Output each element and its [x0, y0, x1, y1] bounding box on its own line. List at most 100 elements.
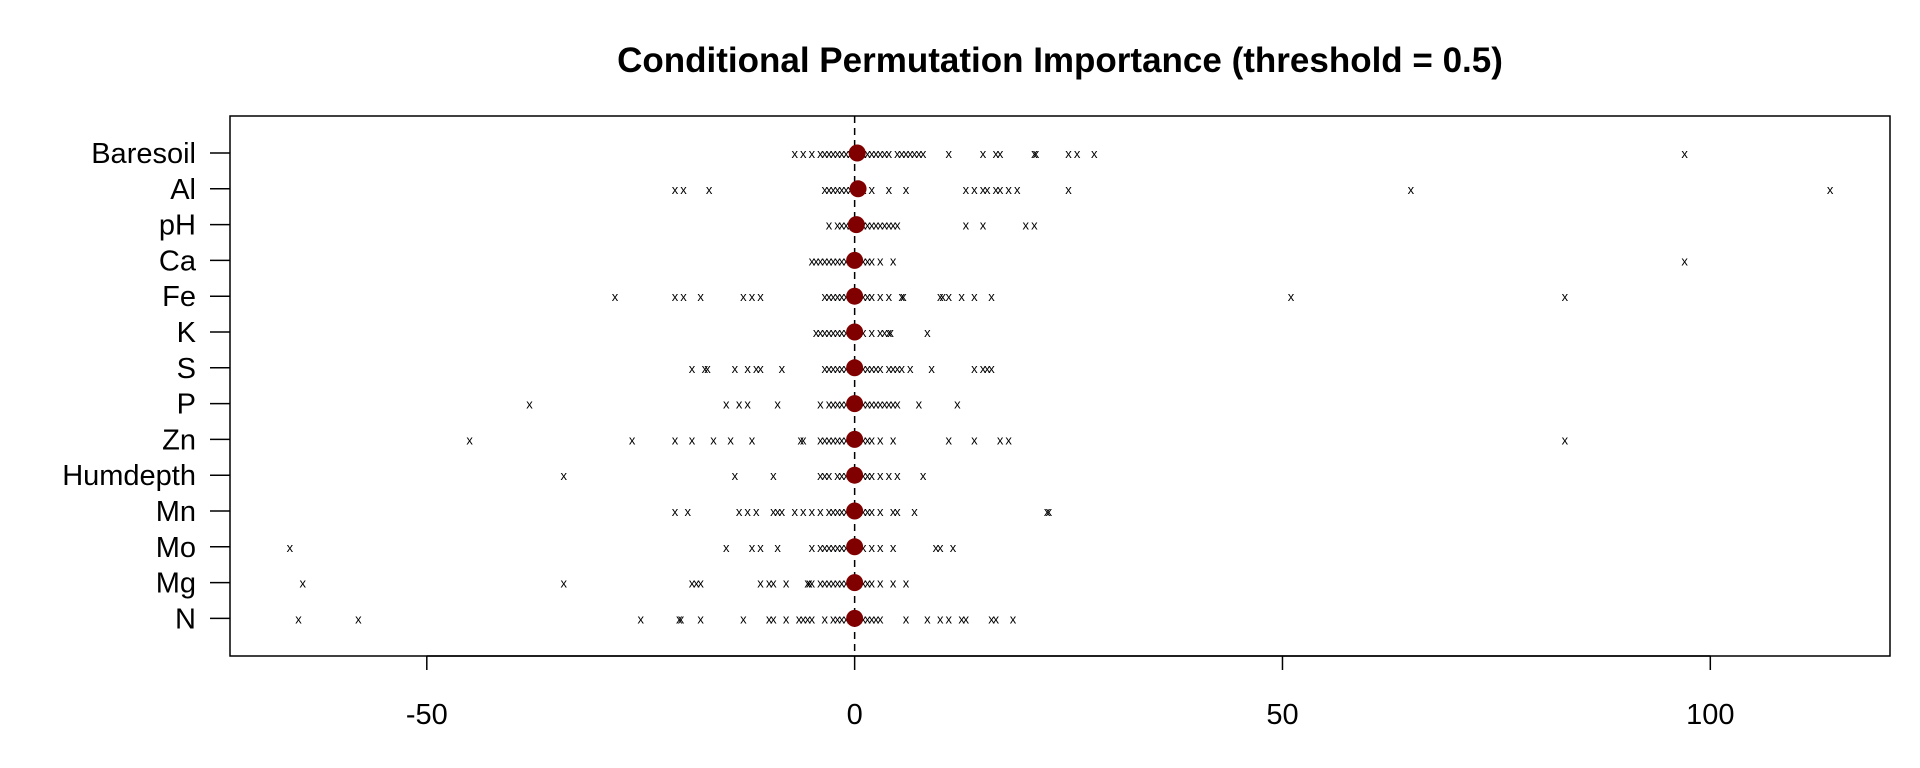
data-point: x [997, 432, 1004, 447]
data-point: x [757, 576, 764, 591]
mean-point [846, 287, 864, 305]
data-point: x [680, 182, 687, 197]
data-point: x [779, 504, 786, 519]
data-point: x [869, 504, 876, 519]
data-point: x [881, 146, 888, 161]
data-point: x [886, 289, 893, 304]
data-point: x [1005, 432, 1012, 447]
data-point: x [839, 540, 846, 555]
data-point: x [299, 576, 306, 591]
data-point: x [890, 504, 897, 519]
data-point: x [1827, 182, 1834, 197]
data-point: x [887, 325, 894, 340]
data-point: x [1065, 182, 1072, 197]
data-point: x [980, 182, 987, 197]
data-point: x [830, 432, 837, 447]
data-point: x [744, 361, 751, 376]
data-point: x [783, 611, 790, 626]
data-point: x [839, 397, 846, 412]
data-point: x [672, 289, 679, 304]
y-tick-label: Mn [156, 496, 196, 528]
data-point: x [860, 611, 867, 626]
data-point: x [689, 361, 696, 376]
data-point: x [924, 611, 931, 626]
data-point: x [821, 289, 828, 304]
data-point: x [826, 182, 833, 197]
data-point: x [757, 540, 764, 555]
y-tick-label: Mg [156, 568, 196, 600]
data-point: x [821, 468, 828, 483]
data-point: x [834, 504, 841, 519]
data-point: x [898, 146, 905, 161]
data-point: x [971, 432, 978, 447]
y-tick-label: N [175, 603, 196, 635]
data-point: x [826, 325, 833, 340]
data-point: x [821, 540, 828, 555]
data-point: x [937, 540, 944, 555]
data-point: x [774, 504, 781, 519]
data-point: x [843, 146, 850, 161]
data-point: x [689, 432, 696, 447]
data-point: x [894, 504, 901, 519]
data-point: x [997, 182, 1004, 197]
data-point: x [817, 432, 824, 447]
data-point: x [834, 182, 841, 197]
data-point: x [877, 218, 884, 233]
data-point: x [1091, 146, 1098, 161]
data-point: x [869, 576, 876, 591]
data-point: x [864, 576, 871, 591]
data-point: x [830, 361, 837, 376]
data-point: x [860, 576, 867, 591]
data-point: x [1408, 182, 1415, 197]
data-point: x [830, 146, 837, 161]
data-point: x [881, 218, 888, 233]
data-point: x [890, 432, 897, 447]
x-tick-label: 0 [847, 699, 863, 731]
data-point: x [1031, 218, 1038, 233]
data-point: x [723, 540, 730, 555]
y-tick-label: Mo [156, 532, 196, 564]
data-point: x [881, 397, 888, 412]
mean-point [846, 609, 864, 627]
data-point: x [821, 146, 828, 161]
mean-point [846, 502, 864, 520]
data-point: x [710, 432, 717, 447]
data-point: x [826, 146, 833, 161]
data-point: x [826, 576, 833, 591]
data-point: x [826, 253, 833, 268]
data-point: x [890, 576, 897, 591]
data-point: x [740, 611, 747, 626]
data-point: x [907, 146, 914, 161]
data-point: x [560, 468, 567, 483]
plot-frame [229, 115, 1891, 657]
data-point: x [821, 253, 828, 268]
data-point: x [873, 218, 880, 233]
data-point: x [817, 253, 824, 268]
data-point: x [997, 146, 1004, 161]
data-point: x [800, 611, 807, 626]
data-point: x [637, 611, 644, 626]
data-point: x [864, 504, 871, 519]
data-point: x [864, 361, 871, 376]
y-tick-label: Al [170, 174, 196, 206]
data-point: x [877, 504, 884, 519]
data-point: x [830, 504, 837, 519]
data-point: x [864, 218, 871, 233]
y-tick-label: K [177, 317, 197, 349]
data-point: x [839, 432, 846, 447]
data-point: x [834, 289, 841, 304]
data-point: x [958, 611, 965, 626]
data-point: x [886, 218, 893, 233]
data-point: x [809, 146, 816, 161]
data-point: x [697, 611, 704, 626]
data-point: x [796, 611, 803, 626]
data-point: x [877, 361, 884, 376]
data-point: x [817, 325, 824, 340]
data-point: x [839, 504, 846, 519]
data-point: x [980, 218, 987, 233]
mean-point [846, 430, 864, 448]
data-point: x [946, 146, 953, 161]
data-point: x [779, 361, 786, 376]
data-point: x [830, 182, 837, 197]
data-point: x [877, 611, 884, 626]
